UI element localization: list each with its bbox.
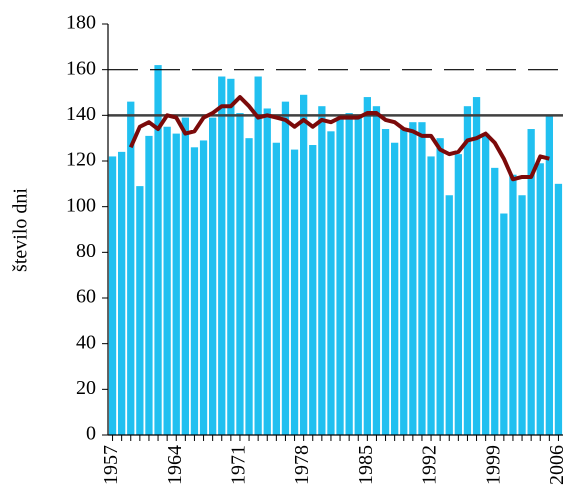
bar xyxy=(545,115,553,435)
bar xyxy=(381,129,390,436)
bar xyxy=(472,97,481,436)
bar xyxy=(345,113,353,436)
y-tick-label: 140 xyxy=(66,103,96,125)
y-tick-label: 20 xyxy=(76,377,96,399)
y-tick-label: 40 xyxy=(76,331,96,353)
bar xyxy=(245,138,253,435)
bar xyxy=(190,147,199,436)
x-tick-label: 1957 xyxy=(100,445,122,485)
bar xyxy=(363,97,371,436)
bar xyxy=(154,65,162,435)
y-tick-label: 60 xyxy=(76,286,96,308)
bar xyxy=(199,140,208,435)
y-tick-label: 0 xyxy=(86,423,96,445)
bar xyxy=(108,156,117,435)
bar xyxy=(163,126,171,435)
bar xyxy=(354,117,362,435)
bar xyxy=(272,142,280,435)
bar xyxy=(445,195,453,435)
bar xyxy=(482,133,490,435)
bar xyxy=(527,129,535,436)
bar xyxy=(491,167,499,435)
x-tick-label: 1971 xyxy=(228,445,250,485)
x-tick-label: 1985 xyxy=(355,445,377,485)
bar xyxy=(454,154,462,435)
bar xyxy=(318,106,326,435)
bar xyxy=(218,76,226,436)
bar xyxy=(281,101,290,435)
bar xyxy=(409,122,417,435)
x-tick-label: 2006 xyxy=(546,445,566,485)
bar xyxy=(518,195,526,435)
bar xyxy=(427,156,435,435)
x-tick-label: 1999 xyxy=(482,445,504,485)
bar xyxy=(309,145,317,435)
bar xyxy=(127,101,135,435)
x-tick-label: 1964 xyxy=(164,445,186,485)
bar xyxy=(236,113,244,436)
bar xyxy=(172,133,180,435)
bar xyxy=(554,183,563,435)
y-tick-label: 160 xyxy=(66,57,96,79)
bar xyxy=(136,186,144,435)
bar xyxy=(145,135,153,435)
x-tick-label: 1992 xyxy=(419,445,441,485)
bar xyxy=(336,117,344,435)
bar xyxy=(263,108,271,435)
bar xyxy=(463,106,472,435)
bar xyxy=(254,76,262,436)
bar xyxy=(181,117,189,435)
bar xyxy=(418,122,426,435)
bar xyxy=(290,149,299,436)
bar xyxy=(436,138,444,435)
bar xyxy=(300,94,308,436)
bar xyxy=(509,174,517,435)
bar xyxy=(372,106,381,435)
bar xyxy=(227,78,235,436)
moving-average-line xyxy=(128,95,550,182)
y-tick-label: 100 xyxy=(66,194,96,216)
bar xyxy=(327,131,335,436)
bar xyxy=(500,213,508,435)
y-tick-label: 80 xyxy=(76,240,96,262)
y-axis-label: število dni xyxy=(10,188,32,272)
x-tick-label: 1978 xyxy=(291,445,313,485)
bar xyxy=(400,129,408,436)
bar xyxy=(118,151,126,435)
bar xyxy=(209,117,217,435)
y-tick-label: 120 xyxy=(66,149,96,171)
bar xyxy=(391,142,399,435)
bar xyxy=(536,163,544,436)
y-tick-label: 180 xyxy=(66,12,96,34)
